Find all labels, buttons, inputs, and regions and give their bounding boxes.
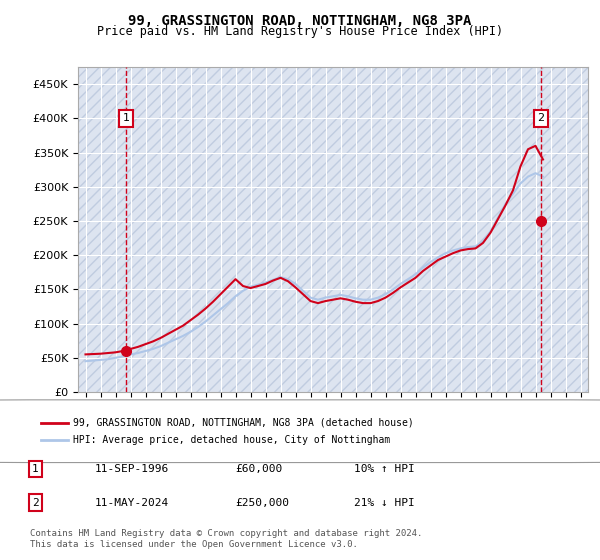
Text: 21% ↓ HPI: 21% ↓ HPI	[354, 498, 415, 507]
Text: 11-MAY-2024: 11-MAY-2024	[95, 498, 169, 507]
FancyBboxPatch shape	[0, 0, 600, 489]
Text: 99, GRASSINGTON ROAD, NOTTINGHAM, NG8 3PA (detached house): 99, GRASSINGTON ROAD, NOTTINGHAM, NG8 3P…	[73, 418, 414, 428]
Text: HPI: Average price, detached house, City of Nottingham: HPI: Average price, detached house, City…	[73, 435, 391, 445]
FancyBboxPatch shape	[0, 400, 600, 463]
Text: 1: 1	[32, 464, 39, 474]
Text: Contains HM Land Registry data © Crown copyright and database right 2024.
This d: Contains HM Land Registry data © Crown c…	[30, 529, 422, 549]
Text: 10% ↑ HPI: 10% ↑ HPI	[354, 464, 415, 474]
Text: 1: 1	[122, 114, 130, 124]
Text: £250,000: £250,000	[235, 498, 289, 507]
Text: Price paid vs. HM Land Registry's House Price Index (HPI): Price paid vs. HM Land Registry's House …	[97, 25, 503, 38]
Text: 2: 2	[32, 498, 39, 507]
Text: 2: 2	[538, 114, 544, 124]
Text: £60,000: £60,000	[235, 464, 283, 474]
Text: 99, GRASSINGTON ROAD, NOTTINGHAM, NG8 3PA: 99, GRASSINGTON ROAD, NOTTINGHAM, NG8 3P…	[128, 14, 472, 28]
Text: 11-SEP-1996: 11-SEP-1996	[95, 464, 169, 474]
